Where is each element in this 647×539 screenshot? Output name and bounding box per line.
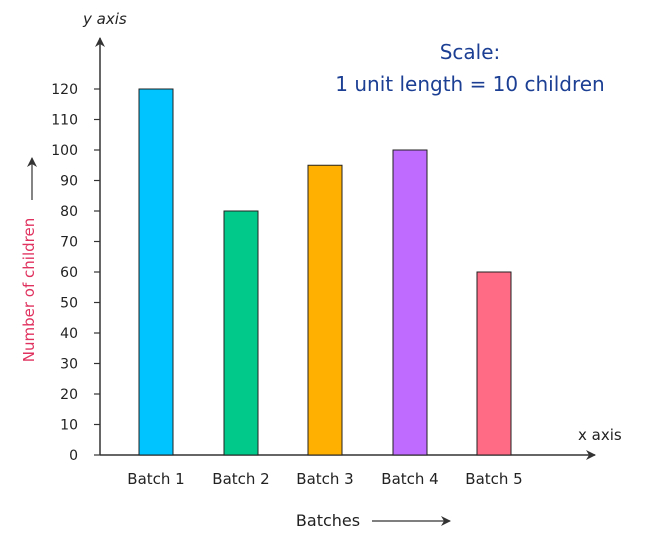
x-tick-labels: Batch 1 Batch 2 Batch 3 Batch 4 Batch 5 — [127, 470, 522, 488]
y-tick-label: 100 — [51, 143, 78, 159]
y-tick-label: 110 — [51, 113, 78, 129]
x-axis-name: x axis — [578, 426, 622, 444]
y-axis-label-group: Number of children — [20, 218, 38, 362]
x-tick-label: Batch 1 — [127, 470, 184, 488]
y-tick-label: 120 — [51, 82, 78, 98]
bar-2 — [223, 210, 259, 456]
y-axis-name-text: y axis — [82, 10, 127, 28]
y-tick-label: 30 — [60, 357, 78, 373]
x-tick-label: Batch 4 — [381, 470, 438, 488]
y-axis-label: Number of children — [20, 218, 38, 362]
y-tick-label: 20 — [60, 387, 78, 403]
y-ticks: 0 10 20 30 40 50 60 70 80 90 100 110 120 — [51, 82, 100, 464]
bar-4 — [392, 149, 428, 456]
y-tick-label: 90 — [60, 174, 78, 190]
bars — [138, 88, 512, 456]
bar-1 — [138, 88, 174, 456]
x-tick-label: Batch 5 — [465, 470, 522, 488]
y-tick-label: 50 — [60, 296, 78, 312]
y-tick-label: 60 — [60, 265, 78, 281]
x-tick-label: Batch 3 — [296, 470, 353, 488]
y-axis-name: y axis — [82, 10, 127, 28]
y-tick-label: 0 — [69, 448, 78, 464]
bar-3 — [307, 164, 343, 456]
y-tick-label: 40 — [60, 326, 78, 342]
y-tick-label: 80 — [60, 204, 78, 220]
scale-text: 1 unit length = 10 children — [335, 72, 604, 96]
y-tick-label: 70 — [60, 235, 78, 251]
y-tick-label: 10 — [60, 418, 78, 434]
x-tick-label: Batch 2 — [212, 470, 269, 488]
scale-title: Scale: — [440, 40, 501, 64]
x-axis-label: Batches — [296, 511, 360, 530]
bar-5 — [476, 271, 512, 456]
